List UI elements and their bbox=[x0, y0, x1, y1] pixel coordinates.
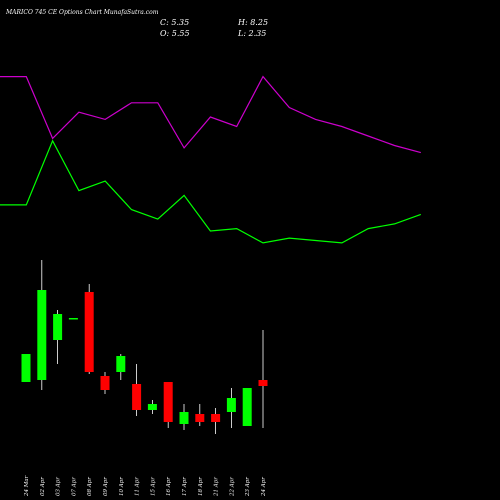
candle-09-apr bbox=[100, 372, 110, 394]
candle-10-apr bbox=[116, 354, 126, 380]
x-tick-label: 16 Apr bbox=[166, 477, 172, 496]
x-tick-label: 21 Apr bbox=[214, 477, 220, 497]
candle-body bbox=[163, 382, 173, 422]
x-tick-label: 17 Apr bbox=[182, 477, 188, 496]
candle-body bbox=[258, 380, 268, 386]
candle-24-mar bbox=[21, 354, 31, 382]
line-series-2 bbox=[0, 75, 421, 154]
low-label: L: 2.35 bbox=[237, 29, 266, 38]
candlesticks bbox=[21, 260, 268, 434]
candle-15-apr bbox=[147, 400, 157, 414]
candle-body bbox=[84, 292, 94, 372]
candle-body bbox=[116, 356, 126, 372]
x-tick-label: 22 Apr bbox=[229, 477, 235, 497]
line-series-1 bbox=[0, 139, 422, 244]
candle-body bbox=[179, 412, 189, 424]
x-tick-label: 15 Apr bbox=[150, 477, 156, 496]
open-label: O: 5.55 bbox=[160, 29, 190, 38]
candle-body bbox=[132, 384, 142, 410]
close-label: C: 5.35 bbox=[160, 18, 189, 27]
x-tick-label: 24 Apr bbox=[261, 477, 267, 497]
candle-body bbox=[53, 314, 63, 340]
x-tick-label: 11 Apr bbox=[135, 477, 141, 496]
candle-08-apr bbox=[84, 284, 94, 374]
candle-body bbox=[242, 388, 252, 426]
x-tick-label: 10 Apr bbox=[119, 477, 125, 496]
x-axis-tick-labels: 24 Mar 02 Apr 03 Apr 07 Apr 08 Apr 09 Apr 10 A… bbox=[24, 475, 267, 497]
candle-body bbox=[68, 318, 78, 320]
candle-body bbox=[21, 354, 31, 382]
candle-03-apr bbox=[53, 310, 63, 364]
high-label: H: 8.25 bbox=[237, 18, 268, 27]
candle-body bbox=[195, 414, 205, 422]
x-tick-label: 24 Mar bbox=[24, 475, 30, 497]
moving-average-lines bbox=[0, 75, 422, 244]
candle-18-apr bbox=[195, 404, 205, 426]
candle-body bbox=[37, 290, 47, 380]
x-tick-label: 03 Apr bbox=[56, 477, 62, 496]
candle-21-apr bbox=[211, 408, 221, 434]
x-tick-label: 02 Apr bbox=[40, 477, 46, 496]
candle-body bbox=[100, 376, 110, 390]
candle-17-apr bbox=[179, 404, 189, 430]
chart-title: MARICO 745 CE Options Chart MunafaSutra.… bbox=[5, 9, 159, 16]
candle-24-apr bbox=[258, 330, 268, 428]
candle-body bbox=[226, 398, 236, 412]
x-tick-label: 18 Apr bbox=[198, 477, 204, 496]
candle-body bbox=[147, 404, 157, 410]
candle-16-apr bbox=[163, 382, 173, 428]
x-tick-label: 09 Apr bbox=[103, 477, 109, 496]
candle-07-apr bbox=[68, 318, 78, 320]
candle-02-apr bbox=[37, 260, 47, 390]
candle-22-apr bbox=[226, 388, 236, 428]
x-tick-label: 07 Apr bbox=[71, 477, 77, 496]
candle-body bbox=[211, 414, 221, 422]
candle-11-apr bbox=[132, 364, 142, 416]
candle-23-apr bbox=[242, 388, 252, 426]
x-tick-label: 08 Apr bbox=[87, 477, 93, 496]
x-tick-label: 23 Apr bbox=[245, 477, 251, 497]
